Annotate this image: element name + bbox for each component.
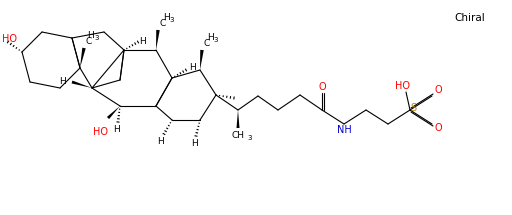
Text: H: H: [140, 37, 146, 46]
Text: H: H: [163, 14, 169, 23]
Polygon shape: [200, 50, 204, 70]
Text: O: O: [318, 82, 326, 92]
Text: H: H: [188, 63, 196, 72]
Text: HO: HO: [2, 34, 17, 44]
Text: Chiral: Chiral: [455, 13, 485, 23]
Text: 3: 3: [170, 17, 174, 23]
Text: 3: 3: [248, 135, 252, 141]
Polygon shape: [72, 81, 92, 88]
Text: S: S: [410, 103, 416, 113]
Text: C: C: [204, 40, 210, 49]
Text: NH: NH: [336, 125, 351, 135]
Text: C: C: [160, 20, 166, 29]
Polygon shape: [237, 110, 240, 128]
Text: 3: 3: [95, 35, 99, 41]
Text: H: H: [207, 34, 214, 43]
Text: HO: HO: [395, 81, 411, 91]
Text: O: O: [434, 123, 442, 133]
Text: H: H: [113, 126, 119, 135]
Polygon shape: [107, 106, 120, 119]
Polygon shape: [156, 30, 160, 50]
Text: H: H: [59, 77, 66, 86]
Polygon shape: [80, 48, 86, 68]
Text: C: C: [86, 37, 92, 46]
Text: H: H: [157, 137, 163, 146]
Text: HO: HO: [93, 127, 108, 137]
Text: H: H: [88, 32, 94, 40]
Text: H: H: [190, 138, 197, 147]
Text: CH: CH: [231, 132, 245, 140]
Text: O: O: [434, 85, 442, 95]
Text: 3: 3: [214, 37, 218, 43]
